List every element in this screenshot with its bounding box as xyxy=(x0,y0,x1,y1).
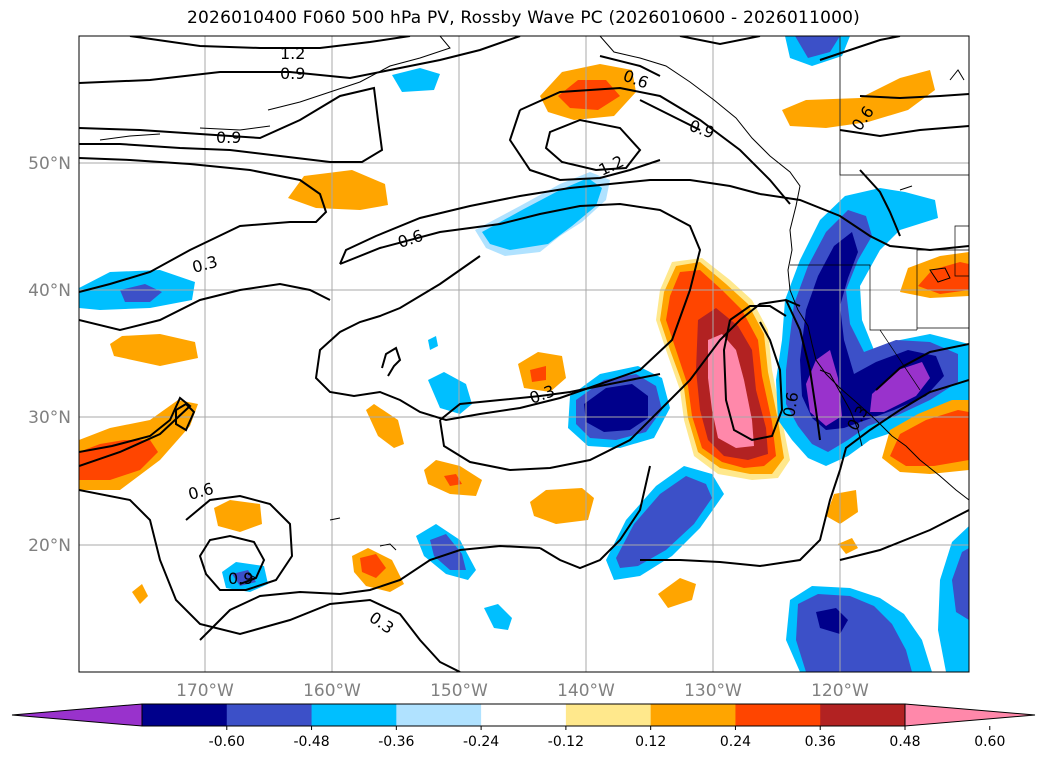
colorbar-outline xyxy=(141,703,906,727)
anomaly-east-cold xyxy=(938,526,969,672)
anomaly-157w-warm xyxy=(352,548,404,592)
lat-labels: 50°N 40°N 30°N 20°N xyxy=(28,154,71,556)
anomaly-150w-warm xyxy=(424,460,482,496)
colorbar: -0.60 -0.48 -0.36 -0.24 -0.12 0.12 0.24 … xyxy=(11,703,1036,750)
borders xyxy=(790,36,969,391)
colorbar-tick: 0.48 xyxy=(889,734,920,750)
anomaly-ne-orange xyxy=(782,70,935,128)
pv-contours xyxy=(79,36,969,672)
anomaly-small-cyan-2 xyxy=(484,604,512,630)
anomaly-143w-warm xyxy=(518,352,566,392)
anomaly-160w-orange xyxy=(288,170,388,210)
colorbar-tick: -0.60 xyxy=(209,734,245,750)
colorbar-ticks: -0.60 -0.48 -0.36 -0.24 -0.12 0.12 0.24 … xyxy=(209,734,1006,750)
anomaly-155w-orange xyxy=(366,404,404,448)
lon-label: 140°W xyxy=(557,681,615,701)
map-title: 2026010400 F060 500 hPa PV, Rossby Wave … xyxy=(187,8,860,28)
lon-label: 150°W xyxy=(430,681,488,701)
lat-label: 20°N xyxy=(28,536,71,556)
anomaly-top-blue xyxy=(785,36,850,66)
colorbar-extend-min xyxy=(11,703,143,727)
anomaly-small-orange-2 xyxy=(838,538,858,554)
anomaly-165w-cyan xyxy=(222,562,268,592)
lat-label: 30°N xyxy=(28,408,71,428)
colorbar-tick: -0.36 xyxy=(378,734,414,750)
anomaly-175w-orange xyxy=(110,334,198,366)
colorbar-tick: -0.24 xyxy=(463,734,499,750)
anomaly-south-cold xyxy=(786,586,932,672)
map-frame xyxy=(78,35,970,673)
colorbar-segments xyxy=(11,703,1036,730)
colorbar-segment xyxy=(396,704,482,726)
lat-label: 50°N xyxy=(28,154,71,174)
anomaly-165w-orange xyxy=(214,500,262,532)
lon-label: 160°W xyxy=(303,681,361,701)
anomaly-148w-cold xyxy=(416,524,476,580)
colorbar-segment xyxy=(311,704,397,726)
colorbar-extend-max xyxy=(904,703,1036,727)
anomaly-130w-warm xyxy=(656,258,790,480)
contour-label: 0.6 xyxy=(779,390,802,418)
colorbar-tick: 0.60 xyxy=(974,734,1005,750)
anomaly-122w-orange xyxy=(826,490,858,524)
colorbar-tick: 0.12 xyxy=(635,734,666,750)
lon-label: 120°W xyxy=(811,681,869,701)
anomaly-small-orange xyxy=(132,584,148,604)
lon-labels: 170°W 160°W 150°W 140°W 130°W 120°W xyxy=(176,681,869,701)
map-content: 1.2 0.9 0.9 1.2 0.9 0.6 0.6 0.3 0.3 0.6 … xyxy=(79,36,969,672)
colorbar-segment xyxy=(481,704,567,726)
colorbar-segment xyxy=(735,704,821,726)
lon-label: 130°W xyxy=(684,681,742,701)
colorbar-segment xyxy=(226,704,313,726)
colorbar-tick: -0.12 xyxy=(548,734,584,750)
colorbar-segment xyxy=(142,704,228,726)
contour-label: 0.9 xyxy=(280,64,305,83)
colorbar-segment xyxy=(565,704,652,726)
anomaly-143w-orange xyxy=(530,488,594,524)
lat-label: 40°N xyxy=(28,281,71,301)
colorbar-tick: -0.48 xyxy=(293,734,329,750)
anomaly-east-warm xyxy=(882,400,969,474)
anomaly-gulf-alaska-warm xyxy=(540,64,636,120)
lon-label: 170°W xyxy=(176,681,234,701)
anomaly-alaska-cyan xyxy=(392,68,440,92)
contour-label: 0.9 xyxy=(228,569,253,588)
colorbar-segment xyxy=(820,704,906,726)
colorbar-segment xyxy=(650,704,736,726)
anomaly-small-cyan xyxy=(428,336,438,350)
colorbar-tick: 0.36 xyxy=(805,734,836,750)
contour-label: 0.9 xyxy=(216,128,241,147)
anomaly-133w-orange xyxy=(658,578,696,608)
contour-label: 1.2 xyxy=(280,44,305,63)
shaded-anomalies xyxy=(79,36,969,672)
colorbar-tick: 0.24 xyxy=(720,734,751,750)
